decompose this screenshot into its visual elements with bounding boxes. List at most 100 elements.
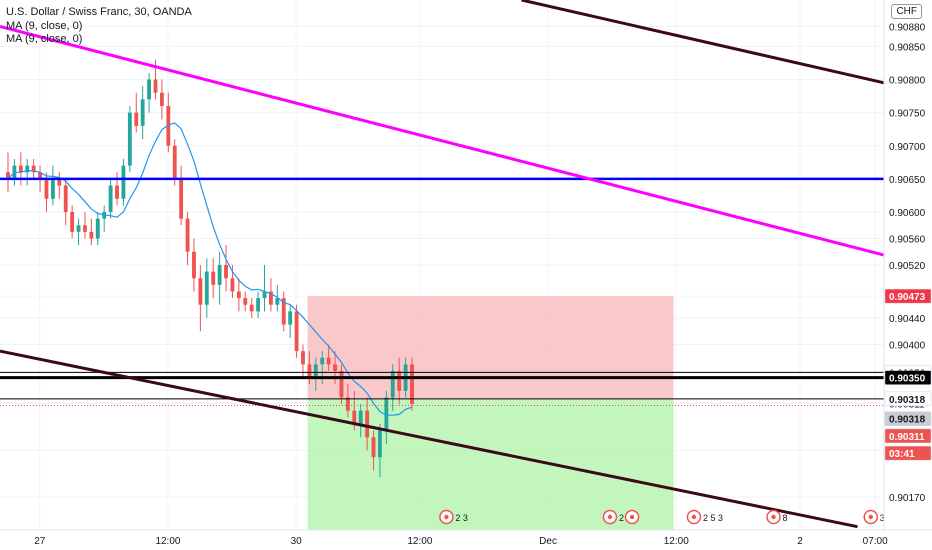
price-label-text: 0.90311 — [889, 432, 925, 443]
currency-badge[interactable]: CHF — [891, 4, 922, 19]
candle-body — [63, 185, 68, 212]
candle-body — [153, 79, 158, 93]
candle — [108, 178, 113, 219]
candle-body — [358, 410, 363, 424]
candle — [89, 218, 94, 246]
candle-body — [352, 410, 357, 424]
candle-body — [76, 225, 81, 232]
candle — [179, 165, 184, 226]
candle-body — [339, 371, 344, 398]
time-tick-label: 12:00 — [664, 536, 689, 547]
event-dot — [771, 514, 776, 520]
economic-event-icon — [624, 509, 640, 525]
price-tick-label: 0.90750 — [889, 109, 926, 120]
price-tick-label: 0.90400 — [889, 341, 926, 352]
candle-body — [275, 298, 280, 305]
candle-body — [140, 99, 145, 126]
indicator-label-2[interactable]: MA (9, close, 0) — [6, 33, 83, 45]
candle — [378, 424, 382, 477]
candle-body — [185, 218, 190, 252]
candle-body — [320, 357, 325, 365]
event-count-label: 8 — [783, 513, 788, 523]
price-tick-label: 0.90170 — [889, 493, 926, 504]
candle-body — [230, 278, 235, 292]
candle-body — [410, 364, 414, 405]
candle — [198, 265, 203, 332]
candle-body — [198, 278, 203, 305]
candle-body — [115, 185, 119, 199]
candle — [262, 265, 267, 312]
candle-body — [371, 437, 376, 458]
price-tick-label: 0.90520 — [889, 261, 926, 272]
candle — [358, 404, 363, 438]
stop-loss-zone — [307, 296, 674, 399]
price-label-box — [884, 428, 932, 444]
candle-body — [38, 172, 42, 179]
candle — [397, 357, 402, 405]
candle — [57, 172, 62, 199]
candle-body — [159, 92, 164, 106]
price-label-text: 0.90350 — [889, 374, 926, 385]
candle-body — [326, 357, 331, 365]
candle-body — [249, 304, 254, 312]
candle — [6, 152, 10, 193]
candle — [410, 357, 414, 411]
time-tick-label: 27 — [34, 536, 46, 547]
event-count-label: 2 — [619, 513, 624, 523]
time-tick-label: 30 — [291, 536, 303, 547]
candle-body — [288, 311, 293, 325]
candle-body — [256, 298, 261, 312]
candle-body — [378, 430, 382, 458]
candle — [140, 86, 145, 140]
price-tick-label: 0.90560 — [889, 235, 926, 246]
moving-average-line — [7, 122, 413, 416]
candle-body — [217, 265, 222, 285]
price-label-text: 03:41 — [889, 449, 915, 460]
candle-body — [172, 145, 177, 179]
price-tick-label: 0.90880 — [889, 23, 926, 34]
candle — [365, 397, 370, 451]
price-tick-label: 0.90440 — [889, 314, 926, 325]
candle-body — [307, 364, 312, 378]
price-label-box — [884, 445, 932, 461]
price-label-box — [884, 391, 932, 407]
candle — [313, 357, 318, 391]
candle-body — [127, 112, 132, 166]
candle — [249, 298, 254, 318]
candle — [192, 238, 196, 292]
price-tick-label: 0.90650 — [889, 175, 926, 186]
candle-body — [236, 291, 241, 299]
candle-body — [262, 291, 267, 299]
candle-body — [31, 165, 36, 173]
candle-body — [281, 298, 286, 325]
candle-body — [18, 165, 23, 173]
event-dot — [607, 514, 613, 520]
candle — [268, 278, 273, 312]
candle — [204, 258, 209, 318]
candle — [159, 79, 164, 120]
candle — [294, 304, 299, 358]
chart-title: U.S. Dollar / Swiss Franc, 30, OANDA — [6, 6, 192, 18]
candle-body — [313, 364, 318, 378]
candle-body — [95, 218, 100, 239]
candle-body — [83, 225, 87, 232]
candle-body — [6, 172, 10, 179]
trend-line — [0, 349, 858, 529]
candle — [224, 245, 228, 292]
candle-body — [294, 311, 299, 352]
event-dot — [691, 514, 697, 520]
price-tick-label: 0.90800 — [889, 76, 926, 87]
trend-line — [0, 25, 885, 257]
candle-body — [390, 371, 395, 398]
time-tick-label: 2 — [797, 536, 803, 547]
candle — [326, 344, 331, 371]
candle-body — [179, 178, 184, 219]
indicator-label-1[interactable]: MA (9, close, 0) — [6, 20, 83, 32]
candle — [63, 178, 68, 226]
candle-body — [89, 231, 94, 239]
candle-body — [166, 106, 171, 146]
candle-body — [243, 298, 248, 305]
candle — [31, 159, 36, 179]
